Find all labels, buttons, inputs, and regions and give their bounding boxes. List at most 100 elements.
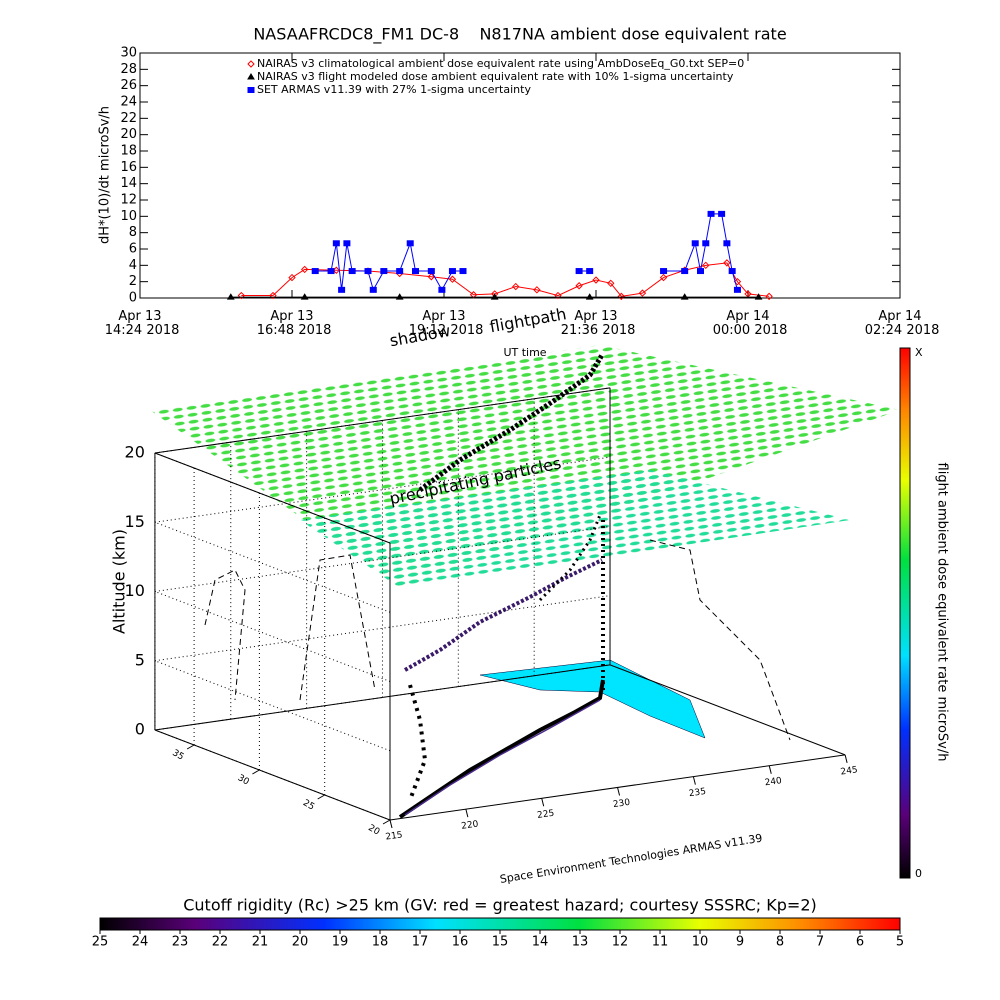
x-tick-label: Apr 13 19:12 2018	[405, 309, 484, 338]
data-point	[691, 240, 699, 247]
data-point	[269, 291, 277, 300]
rigidity-tick-label: 14	[532, 935, 549, 950]
series-line	[241, 262, 770, 297]
data-point	[660, 268, 668, 275]
projection	[299, 554, 376, 701]
box-edge	[609, 664, 846, 756]
rigidity-tick-label: 20	[292, 935, 309, 950]
x-tick	[617, 787, 621, 796]
data-point	[300, 265, 309, 274]
data-point	[364, 268, 372, 275]
x-tick	[692, 776, 696, 785]
y-tick-label: 30	[120, 46, 137, 61]
data-point	[406, 240, 414, 247]
rigidity-label: Cutoff rigidity (Rc) >25 km (GV: red = g…	[183, 896, 817, 915]
annotation: Space Environment Technologies ARMAS v11…	[499, 832, 763, 886]
x-tick-label: 230	[612, 798, 631, 810]
data-point	[396, 268, 404, 275]
rigidity-tick-label: 24	[132, 935, 149, 950]
x-tick-label: 245	[840, 765, 858, 777]
x-tick-label: Apr 13 21:36 2018	[557, 309, 636, 338]
x-tick-label: Apr 13 14:24 2018	[101, 309, 180, 338]
data-point	[469, 291, 478, 299]
x-axis-label: UT time	[503, 346, 546, 359]
rigidity-tick-label: 18	[372, 935, 389, 950]
flight-path	[404, 558, 603, 672]
y-tick-label: 4	[129, 258, 137, 273]
data-point	[448, 268, 456, 275]
data-point	[369, 286, 377, 293]
colorbar-bottom: 0	[915, 867, 922, 880]
y-tick-label: 30	[236, 773, 251, 788]
legend-label: SET ARMAS v11.39 with 27% 1-sigma uncert…	[257, 83, 531, 96]
legend-label: NAIRAS v3 flight modeled dose ambient eq…	[257, 70, 734, 83]
flight-path	[538, 514, 602, 602]
y-tick-label: 0	[129, 291, 137, 306]
data-point	[707, 210, 715, 217]
colorbar	[899, 347, 911, 879]
z-tick-label: 5	[135, 650, 145, 669]
projection	[649, 539, 791, 741]
z-axis-label: Altitude (km)	[110, 529, 129, 634]
x-tick-label: Apr 13 16:48 2018	[253, 309, 332, 338]
grid-line	[154, 595, 611, 662]
data-point	[533, 286, 541, 294]
rigidity-bar	[99, 917, 901, 931]
data-point	[733, 286, 741, 293]
y-tick-label: 2	[129, 274, 137, 289]
x-tick-label: 220	[461, 819, 480, 831]
data-point	[554, 291, 562, 300]
data-point	[575, 268, 583, 275]
y-tick	[252, 769, 260, 775]
data-point	[765, 292, 773, 301]
rigidity-tick-label: 15	[492, 935, 509, 950]
ground-track	[404, 699, 601, 816]
x-tick-label: 215	[385, 830, 403, 842]
x-tick	[844, 754, 848, 764]
grid-line	[154, 729, 391, 821]
y-tick	[382, 819, 391, 825]
y-tick-label: 18	[120, 144, 137, 159]
data-point	[697, 268, 704, 275]
data-point	[327, 268, 335, 275]
data-point	[723, 240, 731, 247]
rigidity-tick-label: 10	[692, 935, 709, 950]
rigidity-tick-label: 22	[212, 935, 229, 950]
rigidity-tick-label: 9	[736, 935, 744, 950]
grid-line	[154, 660, 391, 752]
data-point	[585, 293, 594, 300]
data-point	[412, 268, 419, 275]
z-tick-label: 15	[125, 512, 145, 531]
data-point	[728, 268, 736, 275]
y-axis-label: dH*(10)/dt microSv/h	[98, 106, 113, 244]
data-point	[427, 273, 436, 281]
rigidity-tick-label: 21	[252, 935, 269, 950]
rigidity-tick-label: 6	[856, 935, 864, 950]
data-point	[680, 293, 689, 300]
data-point	[607, 279, 615, 288]
data-point	[718, 210, 726, 217]
data-point	[338, 286, 346, 293]
plot-frame	[139, 52, 901, 299]
colorbar-label: flight ambient dose equivalent rate micr…	[935, 463, 950, 762]
y-tick-label: 28	[120, 62, 137, 77]
grid-line	[154, 525, 611, 592]
y-tick-label: 20	[120, 127, 137, 142]
y-tick-label: 26	[120, 78, 137, 93]
x-tick-label: 225	[537, 809, 555, 821]
z-tick-label: 20	[125, 443, 145, 462]
x-tick	[389, 819, 393, 829]
y-tick-label: 12	[120, 193, 137, 208]
y-tick-label: 20	[366, 823, 381, 838]
grid-line	[154, 387, 611, 454]
data-point	[300, 293, 309, 300]
x-tick	[541, 798, 545, 807]
rigidity-tick-label: 25	[92, 935, 109, 950]
data-point	[592, 276, 600, 284]
rigidity-tick-label: 5	[896, 935, 904, 950]
shadow-region	[479, 659, 706, 739]
y-tick-label: 25	[301, 798, 316, 812]
y-tick-label: 8	[129, 225, 137, 240]
chart-title: NASAAFRCDC8_FM1 DC-8 N817NA ambient dose…	[253, 25, 786, 45]
